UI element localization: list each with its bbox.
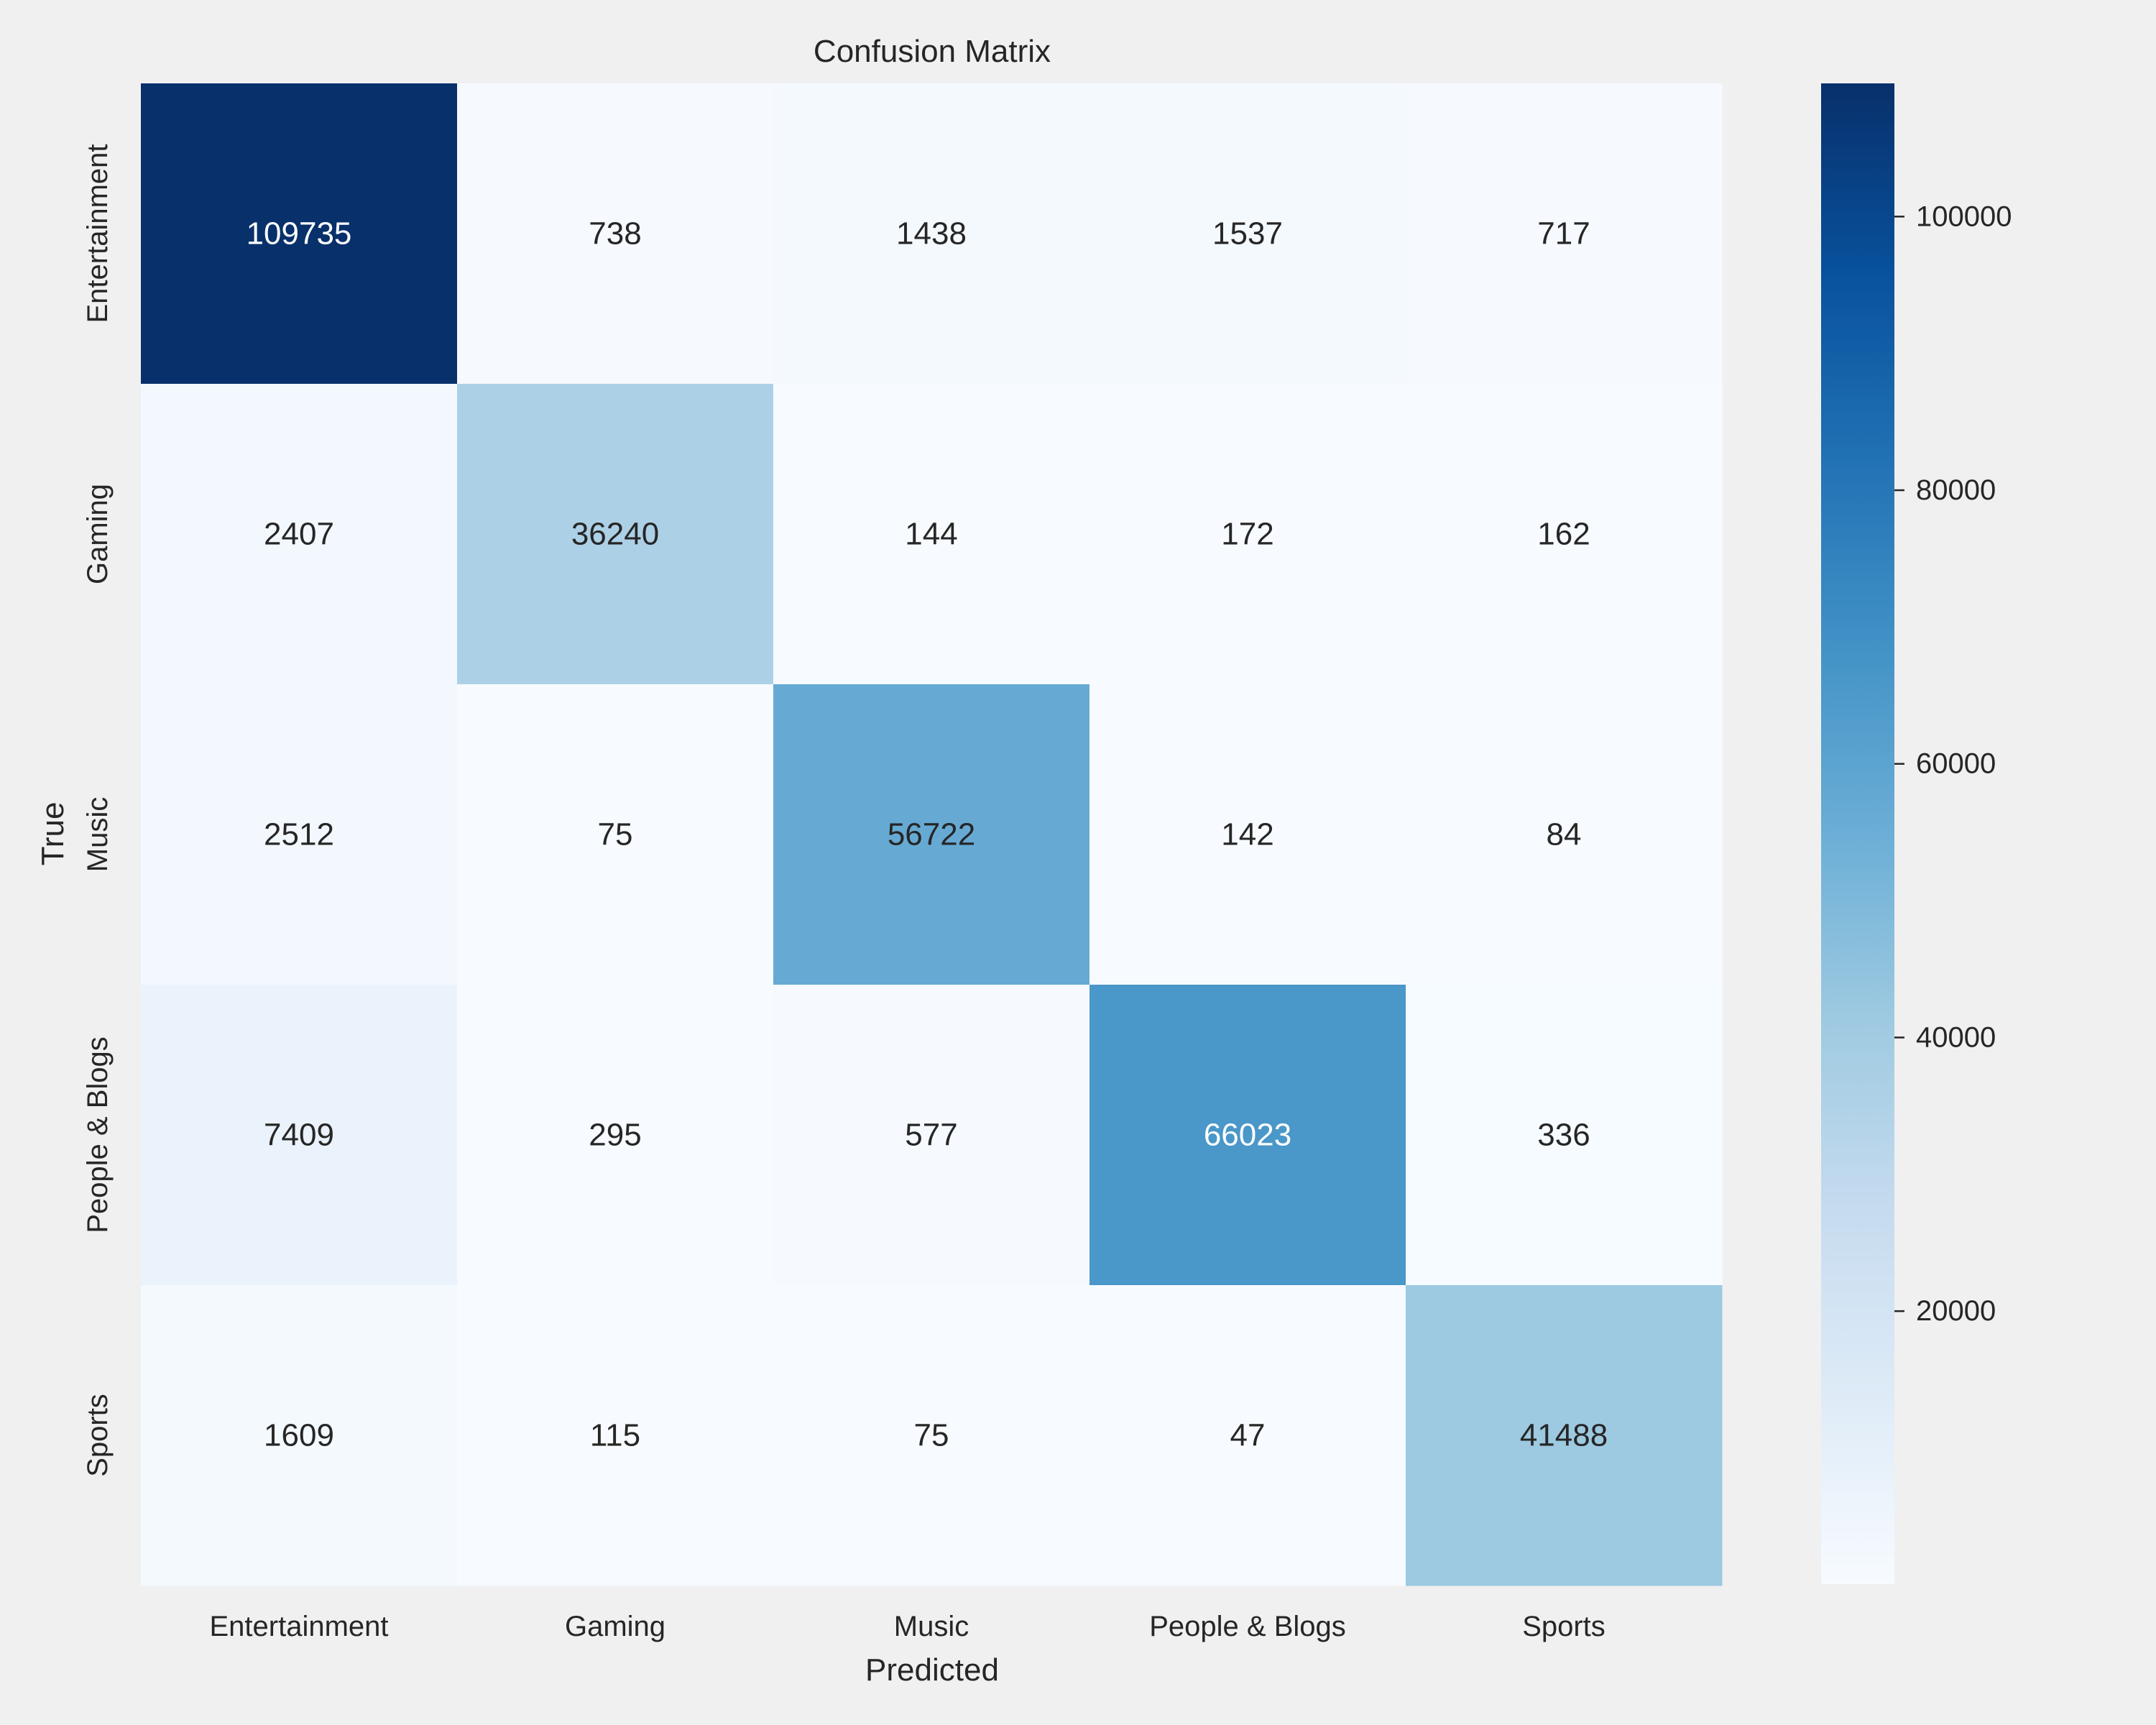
heatmap-cell — [773, 684, 1090, 985]
x-tick-label: Music — [894, 1611, 969, 1642]
x-axis-label: Predicted — [865, 1652, 999, 1688]
cell-value-label: 1438 — [896, 216, 967, 252]
heatmap-cell — [773, 83, 1090, 385]
y-tick-label: Sports — [82, 1394, 114, 1477]
chart-title: Confusion Matrix — [814, 34, 1051, 69]
heatmap-cell — [773, 384, 1090, 685]
cell-value-label: 75 — [598, 817, 633, 852]
y-tick-labels: Entertainment Gaming Music People & Blogs Sp… — [82, 144, 114, 1476]
heatmap-cell — [1406, 985, 1723, 1286]
colorbar — [1821, 83, 1894, 1584]
heatmap-cell — [457, 1285, 774, 1586]
cell-value-label: 84 — [1547, 817, 1582, 852]
x-tick-labels: Entertainment Gaming Music People & Blogs Sp… — [209, 1611, 1605, 1642]
cell-value-label: 162 — [1537, 517, 1590, 552]
cell-value-label: 295 — [589, 1118, 641, 1153]
heatmap-cell — [1089, 1285, 1406, 1586]
heatmap-cell — [457, 684, 774, 985]
colorbar-tick-label: 100000 — [1916, 201, 2012, 232]
x-tick-label: Sports — [1522, 1611, 1606, 1642]
cell-value-label: 142 — [1221, 817, 1273, 852]
heatmap-cell — [141, 985, 458, 1286]
heatmap-cell — [1406, 83, 1723, 385]
cell-value-label: 738 — [589, 216, 641, 252]
cell-value-label: 2512 — [264, 817, 334, 852]
cell-value-label: 1537 — [1212, 216, 1283, 252]
colorbar-tick-label: 80000 — [1916, 474, 1996, 506]
heatmap-cell — [1089, 384, 1406, 685]
heatmap-cell — [141, 384, 458, 685]
cell-value-label: 109735 — [247, 216, 352, 252]
y-axis-label: True — [35, 802, 70, 866]
colorbar-ticks: 20000 40000 60000 80000 100000 — [1894, 201, 2012, 1327]
heatmap-cell — [773, 1285, 1090, 1586]
cell-value-label: 36240 — [571, 517, 659, 552]
cell-value-label: 66023 — [1204, 1118, 1291, 1153]
heatmap-cell — [1089, 985, 1406, 1286]
colorbar-tick-label: 60000 — [1916, 748, 1996, 780]
x-tick-label: Gaming — [565, 1611, 665, 1642]
heatmap-cell — [457, 83, 774, 385]
heatmap-cell-labels: 109735 738 1438 1537 717 2407 36240 144 172 162 25… — [247, 216, 1608, 1453]
cell-value-label: 144 — [905, 517, 957, 552]
heatmap-cell — [1406, 384, 1723, 685]
y-tick-label: Gaming — [82, 484, 114, 584]
cell-value-label: 115 — [590, 1418, 640, 1453]
heatmap-cell — [1089, 83, 1406, 385]
cell-value-label: 336 — [1537, 1118, 1590, 1153]
cell-value-label: 56722 — [888, 817, 975, 852]
y-tick-label: Music — [82, 797, 114, 872]
x-tick-label: Entertainment — [209, 1611, 388, 1642]
x-tick-label: People & Blogs — [1149, 1611, 1346, 1642]
heatmap-cell — [1089, 684, 1406, 985]
cell-value-label: 577 — [905, 1118, 957, 1153]
heatmap-cell — [141, 83, 458, 385]
cell-value-label: 7409 — [264, 1118, 334, 1153]
heatmap-cell — [141, 1285, 458, 1586]
y-tick-label: People & Blogs — [82, 1036, 114, 1233]
heatmap-cell — [1406, 684, 1723, 985]
cell-value-label: 75 — [914, 1418, 949, 1453]
cell-value-label: 717 — [1537, 216, 1590, 252]
cell-value-label: 1609 — [264, 1418, 334, 1453]
cell-value-label: 47 — [1230, 1418, 1266, 1453]
heatmap-cell — [773, 985, 1090, 1286]
y-tick-label: Entertainment — [82, 144, 114, 323]
heatmap-cell — [457, 384, 774, 685]
colorbar-tick-label: 40000 — [1916, 1021, 1996, 1053]
cell-value-label: 41488 — [1520, 1418, 1608, 1453]
heatmap-cell — [141, 684, 458, 985]
heatmap-cells — [141, 83, 1723, 1586]
heatmap-cell — [1406, 1285, 1723, 1586]
heatmap-cell — [457, 985, 774, 1286]
cell-value-label: 2407 — [264, 517, 334, 552]
cell-value-label: 172 — [1221, 517, 1273, 552]
colorbar-tick-label: 20000 — [1916, 1295, 1996, 1327]
